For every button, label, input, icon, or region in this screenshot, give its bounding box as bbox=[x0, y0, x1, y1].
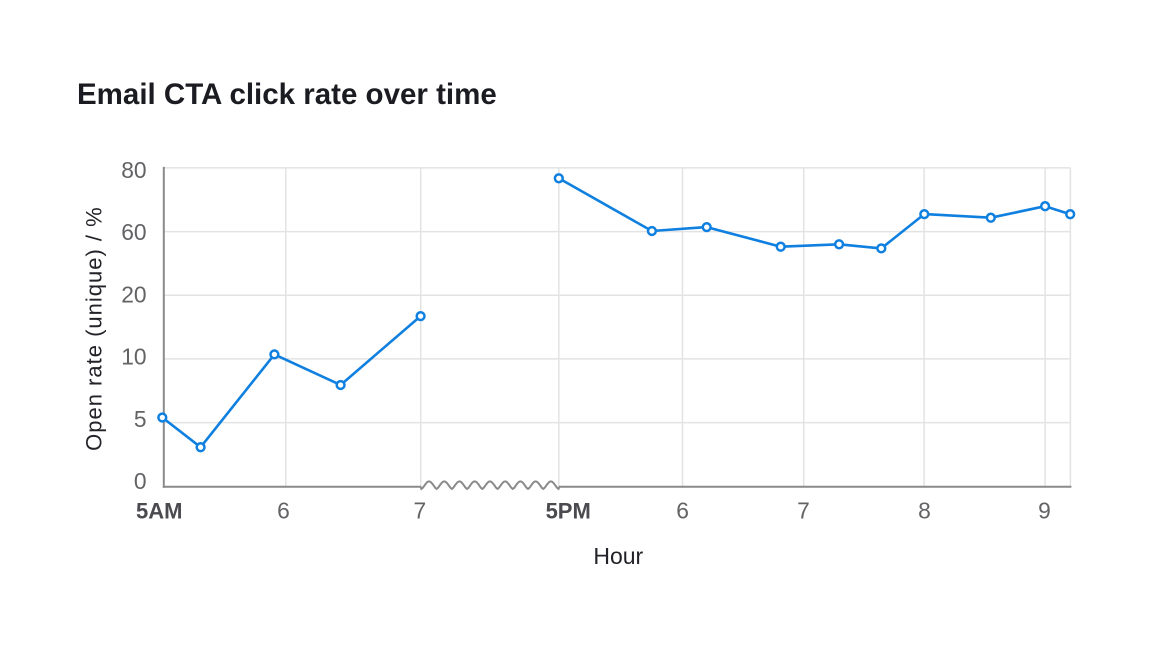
svg-text:9: 9 bbox=[1038, 497, 1051, 523]
svg-text:6: 6 bbox=[277, 497, 290, 523]
svg-text:80: 80 bbox=[121, 157, 146, 183]
svg-text:Email CTA click rate over time: Email CTA click rate over time bbox=[77, 78, 497, 111]
svg-text:0: 0 bbox=[134, 468, 147, 494]
svg-text:7: 7 bbox=[797, 497, 810, 523]
svg-text:10: 10 bbox=[121, 344, 146, 370]
svg-text:5PM: 5PM bbox=[546, 498, 591, 523]
svg-text:20: 20 bbox=[121, 281, 146, 307]
svg-text:Hour: Hour bbox=[593, 543, 643, 569]
svg-text:Open rate (unique) / %: Open rate (unique) / % bbox=[82, 206, 107, 451]
svg-text:5AM: 5AM bbox=[136, 498, 182, 523]
svg-text:7: 7 bbox=[413, 497, 426, 523]
svg-text:6: 6 bbox=[676, 497, 689, 523]
svg-text:60: 60 bbox=[121, 219, 146, 245]
svg-text:8: 8 bbox=[918, 497, 931, 523]
svg-text:5: 5 bbox=[134, 406, 147, 432]
